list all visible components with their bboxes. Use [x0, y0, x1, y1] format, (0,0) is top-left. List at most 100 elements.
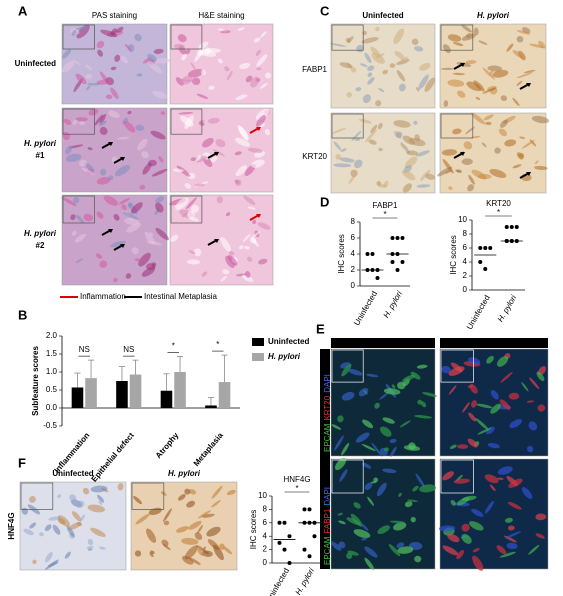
tissue-feature [367, 77, 375, 85]
tissue-feature [45, 551, 53, 563]
tissue-feature [161, 539, 169, 547]
tissue-feature [377, 122, 383, 130]
tissue-feature [447, 34, 462, 42]
tissue-feature [187, 210, 195, 219]
dot [282, 547, 287, 552]
tissue-feature [444, 169, 453, 174]
tissue-feature [516, 30, 531, 35]
tissue-feature [88, 108, 99, 116]
tissue-feature [364, 52, 372, 64]
tissue-feature [23, 528, 34, 536]
tissue-feature [158, 156, 164, 163]
tissue-feature [486, 355, 494, 364]
tissue-feature [256, 115, 266, 127]
tissue-feature [110, 87, 119, 100]
tissue-feature [416, 364, 428, 369]
tissue-feature [152, 90, 168, 99]
row-label: Uninfected [15, 59, 56, 68]
inset [170, 108, 203, 135]
tissue-feature [100, 29, 118, 38]
tissue-feature [86, 85, 91, 91]
tissue-feature [237, 27, 245, 31]
column-title: H. pylori [479, 338, 509, 347]
tissue-feature [528, 421, 538, 431]
panel-label: F [18, 455, 26, 470]
tissue-feature [185, 197, 198, 210]
tissue-feature [441, 67, 454, 71]
tissue-feature [255, 108, 270, 121]
inset [62, 195, 95, 224]
tissue-feature [220, 30, 231, 34]
tissue-feature [337, 415, 344, 423]
tissue-feature [506, 542, 518, 550]
dot [307, 554, 312, 559]
tissue-feature [69, 494, 77, 502]
tissue-feature [347, 550, 359, 556]
tissue-feature [197, 548, 204, 557]
bar [160, 390, 173, 408]
y-tick-label: 0 [463, 285, 468, 294]
y-tick-label: 2 [351, 265, 356, 274]
inset [331, 113, 364, 139]
y-tick-label: 8 [351, 217, 356, 226]
tissue-feature [243, 195, 256, 206]
tissue-feature [250, 76, 260, 88]
tissue-feature [96, 211, 104, 219]
arrow-head [256, 127, 261, 131]
tissue-feature [225, 255, 235, 268]
tissue-feature [75, 214, 85, 224]
tissue-feature [414, 415, 433, 419]
tissue-feature [341, 392, 355, 401]
tissue-feature [370, 124, 378, 134]
y-axis-label: IHC scores [449, 235, 458, 275]
tissue-feature [389, 63, 396, 68]
tissue-feature [365, 129, 377, 143]
dot [282, 520, 287, 525]
tissue-feature [76, 500, 85, 509]
tissue-feature [147, 53, 157, 62]
tissue-feature [103, 195, 118, 206]
tissue-feature [202, 513, 215, 518]
dot [302, 507, 307, 512]
tissue-feature [335, 154, 342, 160]
tissue-feature [110, 66, 117, 71]
tissue-feature [468, 174, 475, 185]
tissue-feature [420, 401, 427, 408]
tissue-feature [370, 481, 377, 484]
tissue-feature [196, 93, 209, 99]
tissue-feature [216, 196, 224, 204]
dot [483, 246, 488, 250]
y-tick-label: 2 [263, 545, 268, 554]
tissue-feature [469, 521, 484, 531]
tissue-feature [247, 206, 256, 210]
arrow-head [120, 157, 125, 161]
tissue-feature [223, 546, 233, 555]
bar [174, 372, 186, 408]
tissue-feature [117, 483, 124, 491]
inset [20, 482, 54, 510]
tissue-feature [467, 184, 475, 192]
tissue-feature [175, 197, 189, 210]
tissue-feature [461, 158, 473, 165]
tissue-feature [210, 156, 218, 163]
dot [375, 276, 380, 280]
dot [400, 236, 405, 240]
tissue-feature [124, 43, 132, 51]
tissue-feature [71, 511, 82, 522]
tissue-feature [489, 484, 496, 492]
tissue-feature [376, 482, 387, 497]
tissue-feature [424, 77, 436, 92]
tissue-feature [76, 24, 90, 39]
tissue-feature [406, 150, 419, 156]
tissue-feature [131, 202, 143, 214]
chart-title: HNF4G [283, 475, 310, 484]
tissue-feature [99, 546, 106, 550]
tissue-feature [483, 114, 494, 121]
tissue-feature [139, 184, 146, 190]
y-tick-label: 4 [263, 531, 268, 540]
x-tick-label: Uninfected [465, 294, 492, 332]
arrow-head [120, 244, 125, 248]
tissue-feature [122, 211, 139, 221]
tissue-feature [383, 388, 401, 395]
tissue-feature [496, 477, 504, 480]
